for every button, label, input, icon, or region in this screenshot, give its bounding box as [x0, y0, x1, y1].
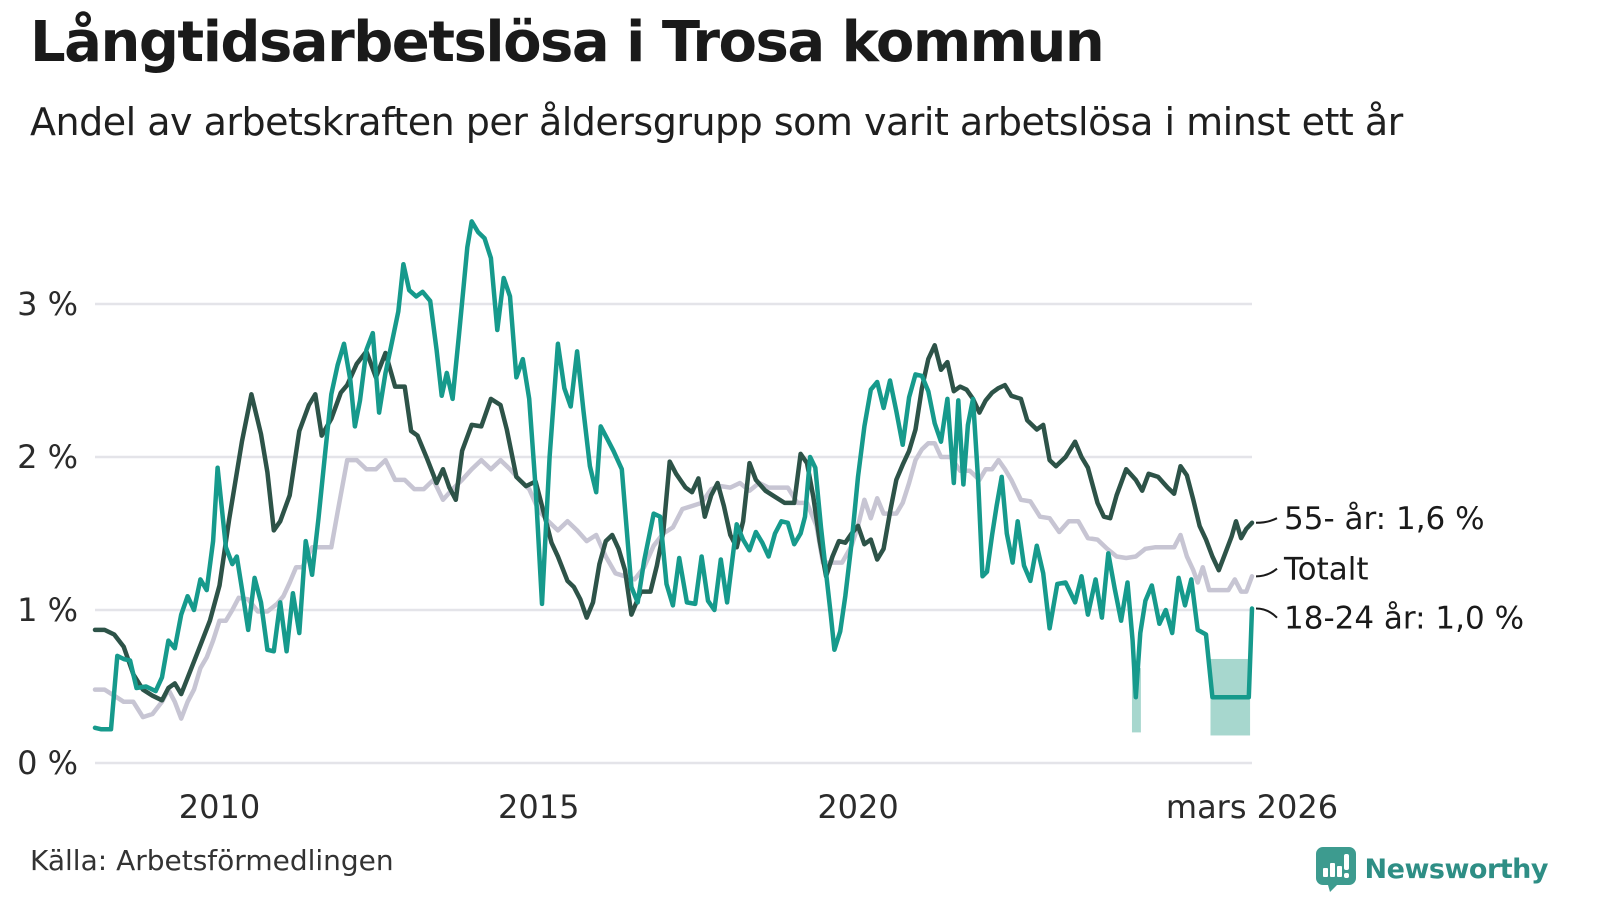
x-axis-label: 2010 [179, 788, 260, 826]
y-axis-label: 2 % [17, 438, 78, 476]
annotation-connector [1255, 607, 1278, 619]
newsworthy-icon [1315, 846, 1357, 892]
x-axis-label: mars 2026 [1166, 788, 1338, 826]
series-line-55-r [92, 343, 1255, 703]
annotation-connector [1255, 517, 1278, 524]
brand-logo: Newsworthy [1315, 846, 1549, 892]
y-axis-label: 1 % [17, 591, 78, 629]
annotation-label: Totalt [1283, 552, 1369, 588]
annotation-label: 55- år: 1,6 % [1284, 501, 1485, 537]
x-axis-label: 2020 [817, 788, 898, 826]
source-note: Källa: Arbetsförmedlingen [30, 844, 394, 877]
brand-name: Newsworthy [1364, 853, 1549, 885]
page-title: Långtidsarbetslösa i Trosa kommun [30, 10, 1105, 75]
series-line-totalt [92, 440, 1255, 721]
uncertainty-band [1131, 668, 1141, 733]
series-line-18-24-r [92, 219, 1255, 732]
annotation-connector [1255, 567, 1278, 578]
y-axis-label: 0 % [17, 744, 78, 782]
y-axis-label: 3 % [17, 285, 78, 323]
annotation-label: 18-24 år: 1,0 % [1284, 601, 1524, 637]
chart-subtitle: Andel av arbetskraften per åldersgrupp s… [30, 100, 1403, 144]
x-axis-label: 2015 [498, 788, 579, 826]
